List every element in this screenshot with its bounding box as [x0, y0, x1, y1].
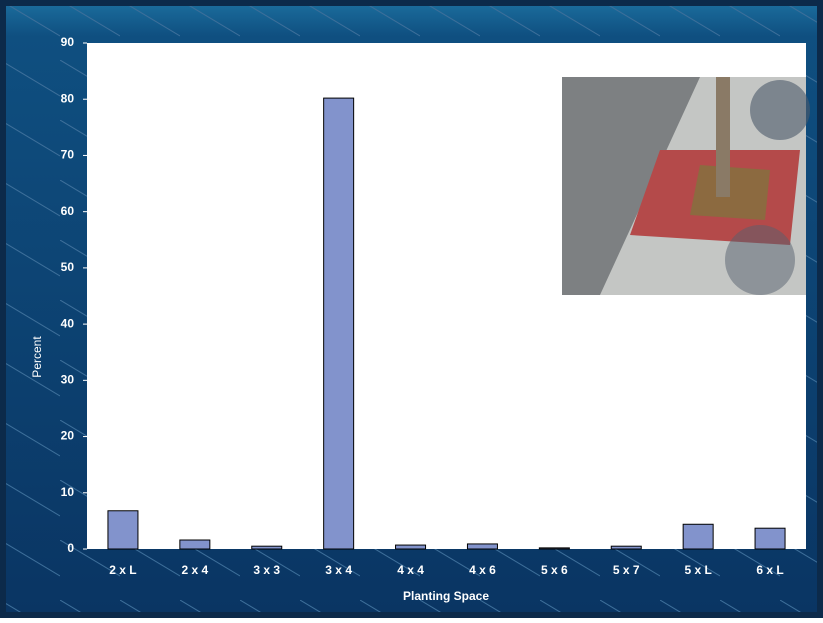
x-tick-label: 5 x 6	[541, 563, 568, 577]
x-tick-label: 4 x 6	[469, 563, 496, 577]
y-tick-label: 60	[61, 204, 75, 218]
y-tick-label: 80	[61, 91, 75, 105]
photo	[562, 77, 810, 295]
y-tick-label: 40	[61, 316, 75, 330]
bar	[538, 547, 570, 550]
bar	[466, 543, 498, 550]
y-tick-label: 30	[61, 373, 75, 387]
bar	[610, 545, 642, 550]
x-tick-label: 6 x L	[756, 563, 783, 577]
y-tick-label: 90	[61, 35, 75, 49]
y-tick-label: 50	[61, 260, 75, 274]
y-tick-label: 10	[61, 485, 75, 499]
x-tick-label: 5 x 7	[613, 563, 640, 577]
bar	[179, 539, 211, 550]
x-tick-label: 4 x 4	[397, 563, 424, 577]
y-tick-label: 0	[67, 541, 74, 555]
x-tick-label: 2 x 4	[181, 563, 208, 577]
bar	[251, 545, 283, 550]
bar	[682, 523, 714, 550]
x-tick-label: 5 x L	[684, 563, 711, 577]
y-tick-label: 20	[61, 429, 75, 443]
bar	[107, 510, 139, 550]
bar	[395, 544, 427, 550]
bar	[754, 527, 786, 550]
x-tick-label: 3 x 3	[253, 563, 280, 577]
y-tick-label: 70	[61, 148, 75, 162]
bar	[323, 97, 355, 550]
x-tick-label: 2 x L	[109, 563, 136, 577]
x-axis-label: Planting Space	[403, 589, 489, 603]
y-axis-label: Percent	[30, 336, 44, 378]
x-tick-label: 3 x 4	[325, 563, 352, 577]
